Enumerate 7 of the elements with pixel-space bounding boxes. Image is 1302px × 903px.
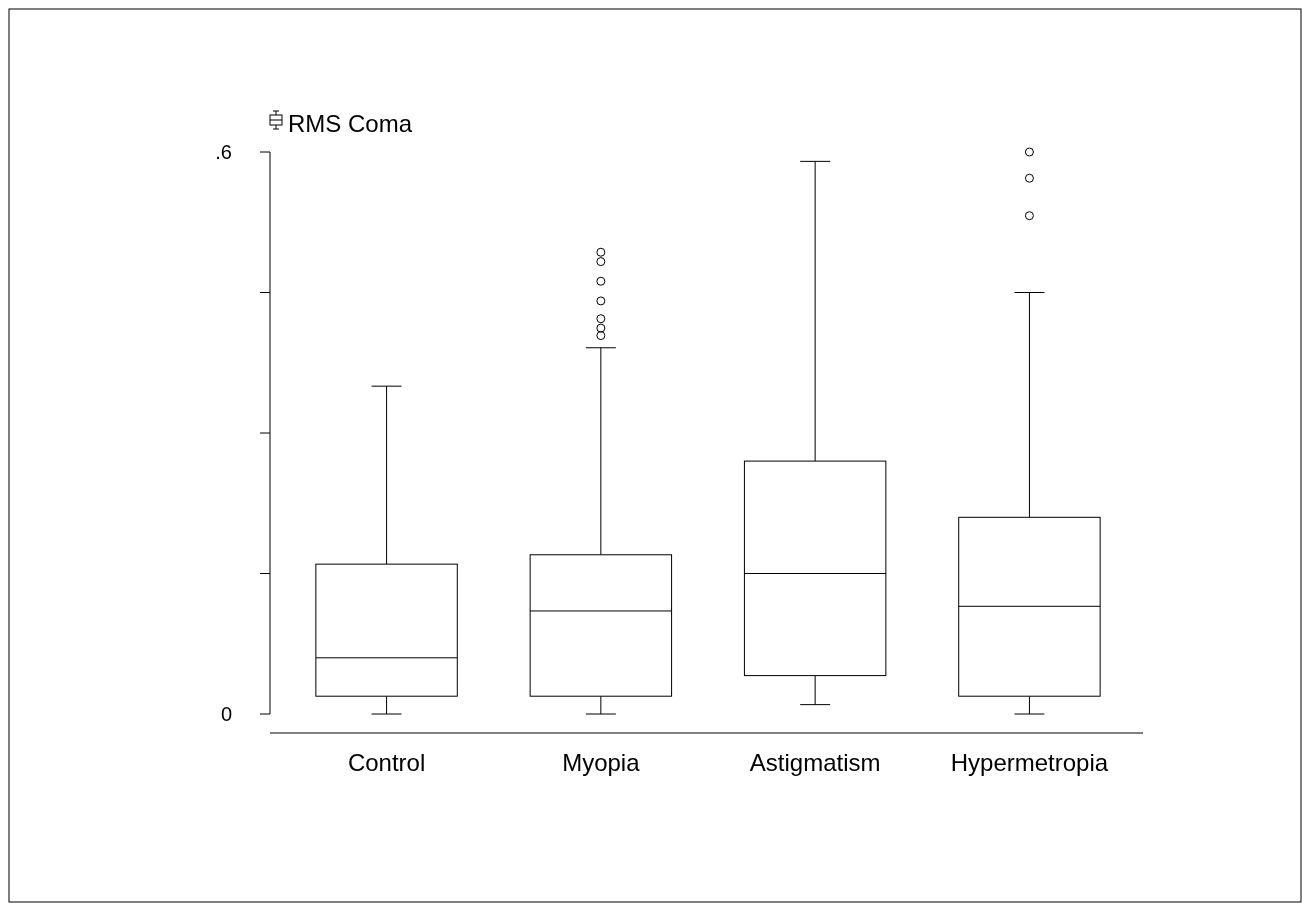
x-tick-label: Astigmatism xyxy=(749,749,881,776)
x-tick-label: Control xyxy=(347,749,426,776)
y-tick-label: 0 xyxy=(220,703,232,725)
legend-label: RMS Coma xyxy=(288,110,413,138)
x-tick-label: Hypermetropia xyxy=(950,749,1109,776)
x-tick-label: Myopia xyxy=(562,749,641,776)
y-tick-label: .6 xyxy=(215,141,232,163)
